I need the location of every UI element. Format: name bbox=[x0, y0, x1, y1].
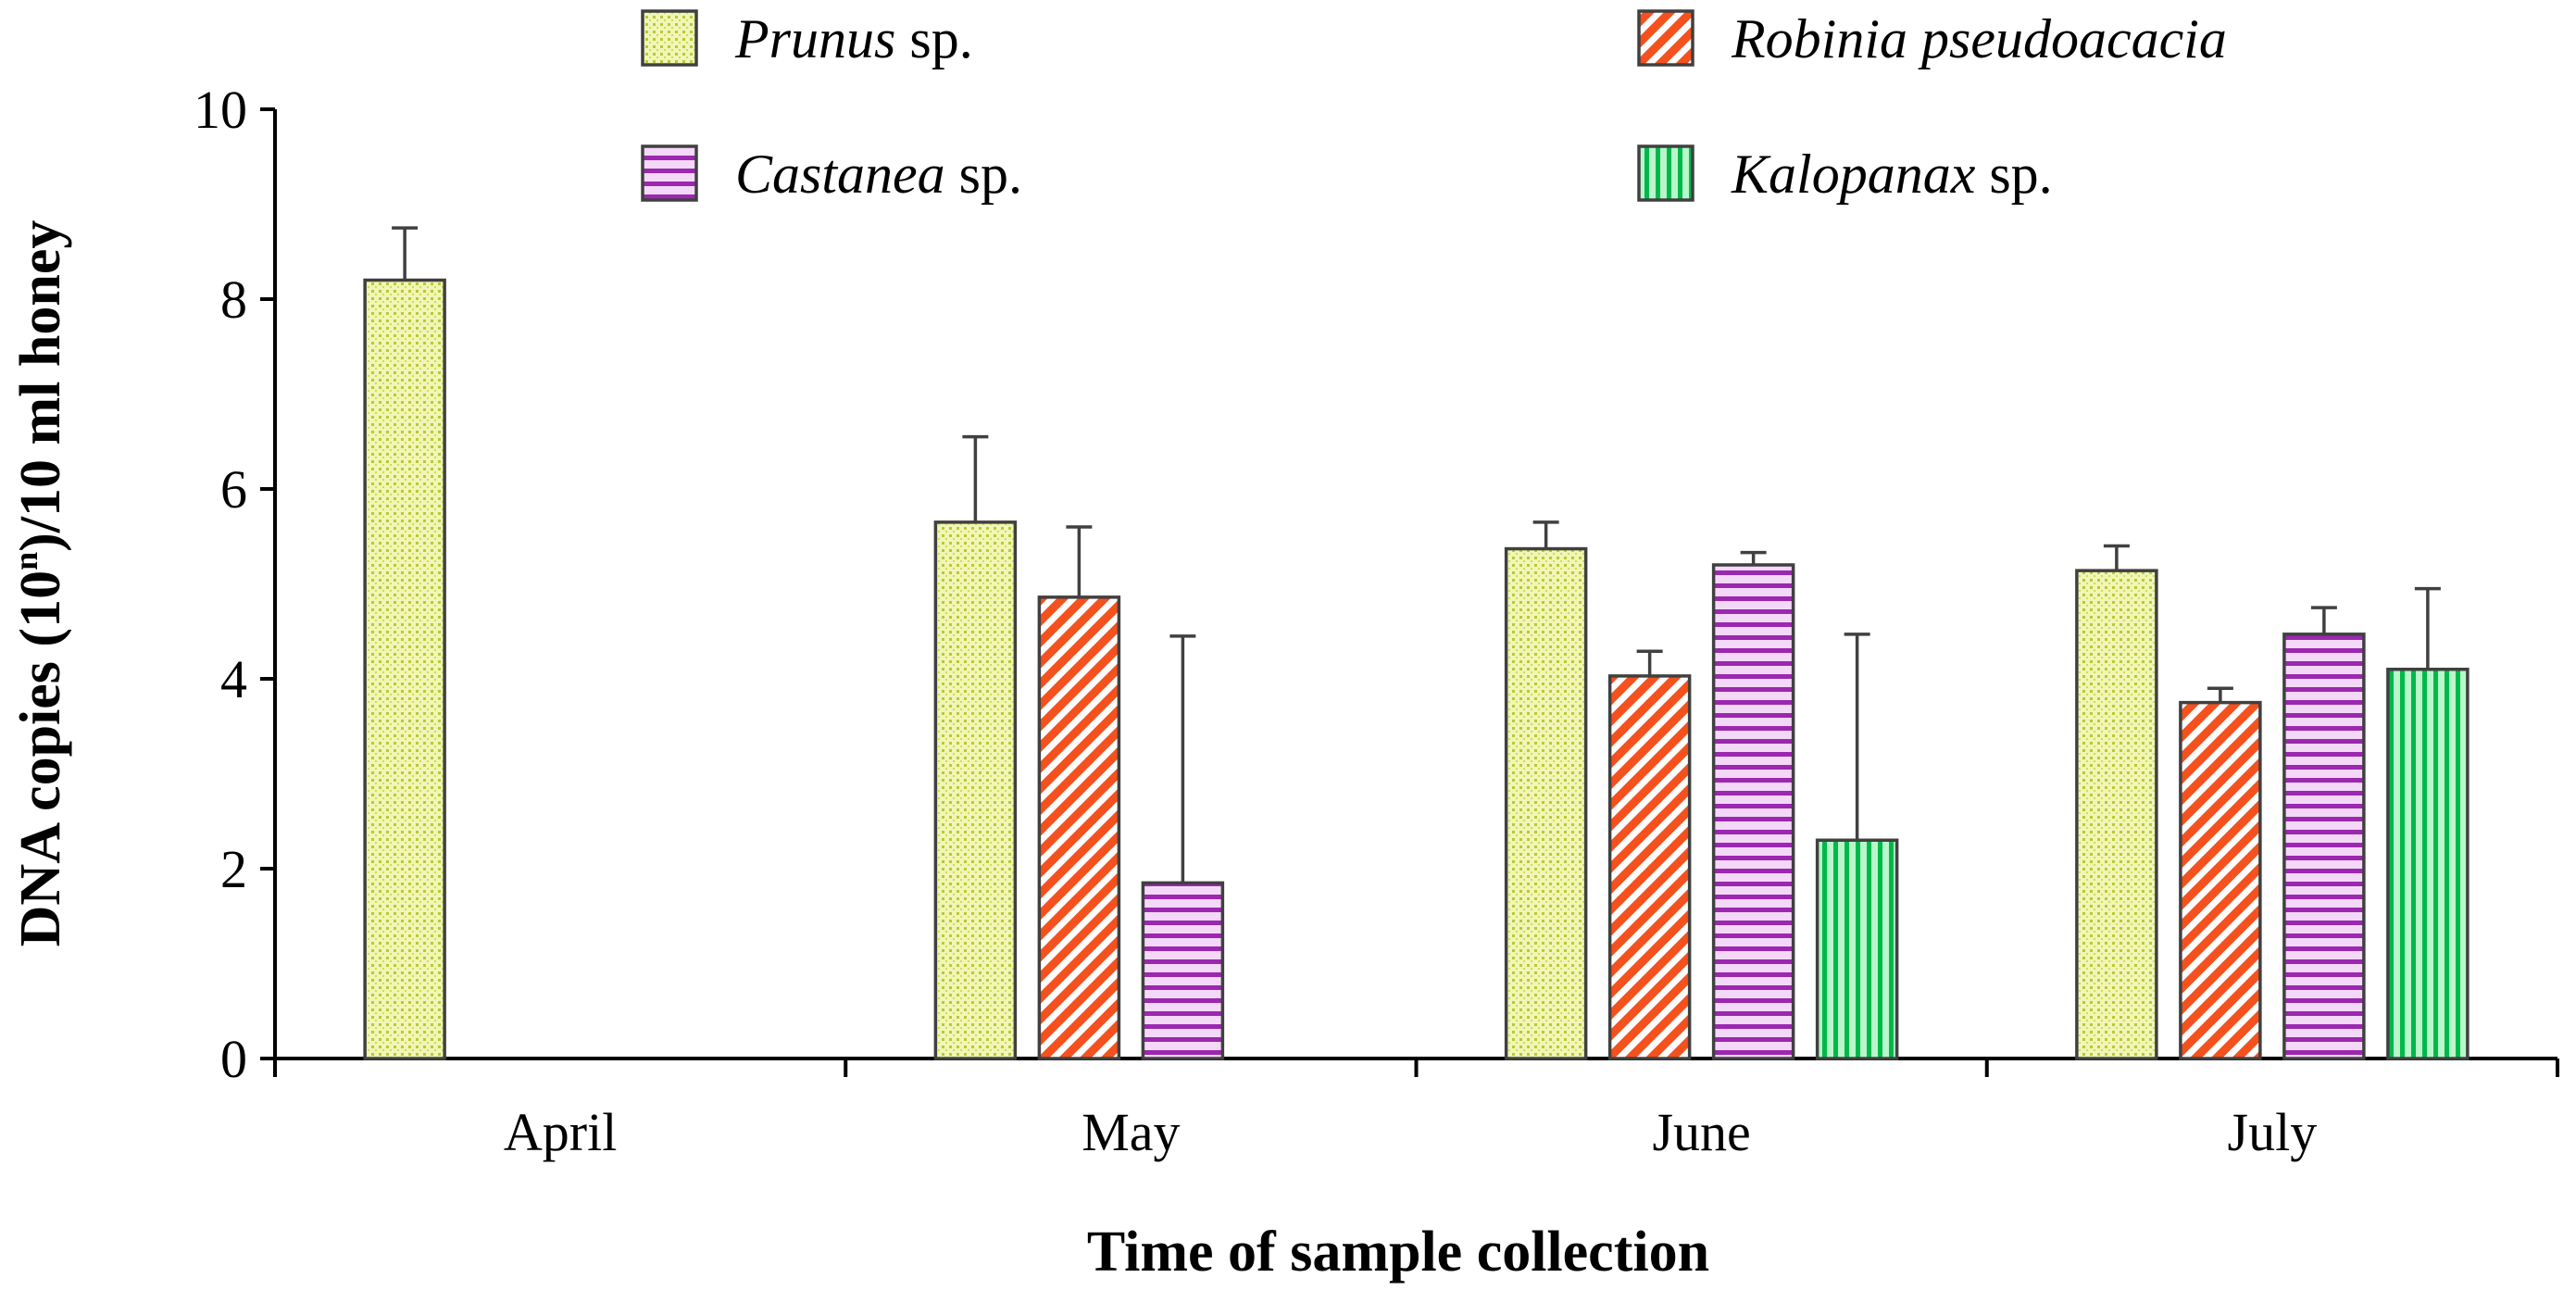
legend-swatch bbox=[1637, 9, 1694, 67]
bar bbox=[2282, 633, 2366, 1060]
y-tick-label: 0 bbox=[220, 1029, 247, 1089]
y-tick-label: 10 bbox=[194, 80, 247, 140]
category-labels: April May June July bbox=[504, 1102, 2317, 1162]
bar bbox=[2386, 668, 2470, 1060]
legend-label: Kalopanax sp. bbox=[1731, 144, 2053, 205]
bars bbox=[363, 278, 2470, 1060]
legend-swatch bbox=[1637, 144, 1694, 202]
y-ticks: 0 2 4 6 8 10 bbox=[194, 80, 275, 1089]
y-tick-label: 4 bbox=[220, 649, 247, 709]
legend-swatch bbox=[641, 9, 698, 67]
bar bbox=[933, 520, 1018, 1060]
x-tick-label: June bbox=[1652, 1102, 1750, 1162]
x-tick-label: April bbox=[504, 1102, 617, 1162]
legend-label: Castanea sp. bbox=[735, 144, 1022, 205]
legend-label: Robinia pseudoacacia bbox=[1731, 8, 2227, 69]
bar bbox=[363, 278, 446, 1060]
bar bbox=[1141, 881, 1225, 1060]
bar bbox=[2179, 700, 2262, 1060]
legend-label: Prunus sp. bbox=[734, 8, 973, 69]
y-tick-label: 8 bbox=[220, 269, 247, 330]
x-tick-label: July bbox=[2228, 1102, 2318, 1162]
y-tick-label: 6 bbox=[220, 459, 247, 520]
bar bbox=[2075, 569, 2158, 1060]
x-ticks bbox=[273, 1059, 2559, 1077]
legend-swatch bbox=[641, 144, 698, 202]
bar bbox=[1711, 563, 1795, 1060]
x-axis-title: Time of sample collection bbox=[1087, 1221, 1709, 1284]
y-tick-label: 2 bbox=[220, 839, 247, 899]
bar bbox=[1607, 674, 1692, 1060]
legend: Prunus sp. Robinia pseudoacacia Castanea s… bbox=[641, 8, 2227, 205]
bar bbox=[1815, 838, 1899, 1060]
bar bbox=[1504, 546, 1588, 1060]
error-bars bbox=[392, 226, 2441, 883]
y-axis-title: DNA copies (10n)/10 ml honey bbox=[7, 220, 72, 947]
x-tick-label: May bbox=[1082, 1102, 1180, 1162]
bar bbox=[1037, 595, 1121, 1060]
